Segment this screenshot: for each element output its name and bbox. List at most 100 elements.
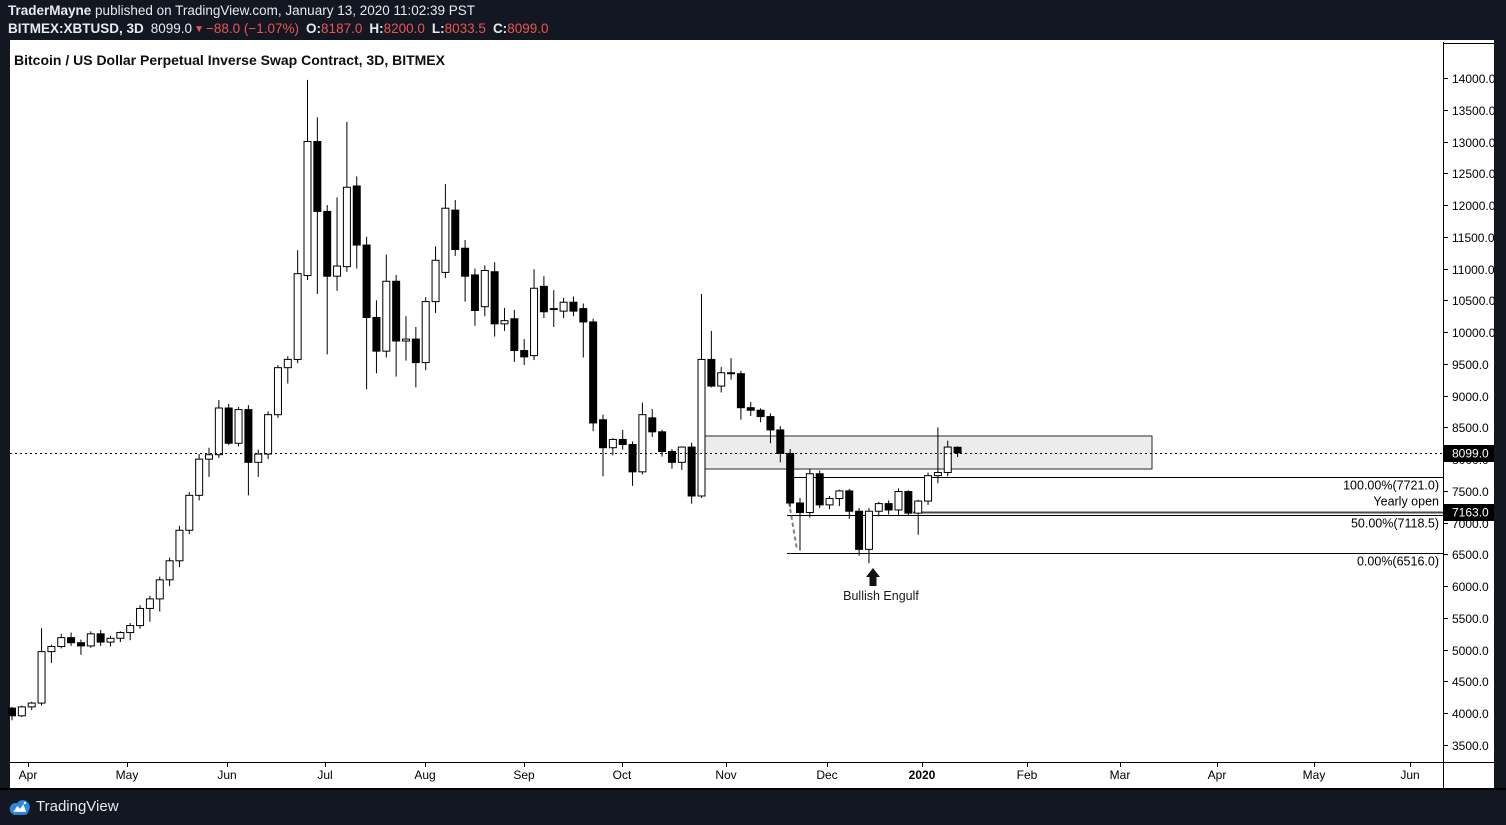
last-price: 8099.0 bbox=[150, 21, 193, 36]
candle-body bbox=[736, 373, 745, 409]
candle-body bbox=[313, 141, 322, 212]
candle-body bbox=[283, 358, 292, 369]
yearly-open-label: Yearly open bbox=[1373, 495, 1439, 509]
candle-body bbox=[224, 407, 233, 444]
candlestick-chart[interactable]: 100.00%(7721.0) Yearly open 50.00%(7118.5)… bbox=[0, 40, 1506, 790]
candle-body bbox=[599, 419, 607, 449]
price-tick-label: 6000.0 bbox=[1452, 580, 1489, 594]
candle-body bbox=[214, 407, 223, 456]
candle-body bbox=[628, 444, 637, 473]
candle-body bbox=[352, 185, 361, 246]
low-value: 8033.5 bbox=[444, 21, 486, 36]
price-tick-label: 5500.0 bbox=[1452, 612, 1489, 626]
price-tick-label: 5000.0 bbox=[1452, 644, 1489, 658]
current-price-badge bbox=[1444, 445, 1494, 462]
author-name: TraderMayne bbox=[8, 3, 92, 18]
arrow-up-icon[interactable] bbox=[866, 568, 880, 586]
candle-body bbox=[845, 490, 854, 512]
time-tick-label: Mar bbox=[1110, 768, 1131, 782]
candle-body bbox=[254, 453, 263, 463]
price-tick-label: 10500.0 bbox=[1452, 294, 1496, 308]
time-tick-label: Feb bbox=[1017, 768, 1038, 782]
open-value: 8187.0 bbox=[321, 21, 363, 36]
candle-body bbox=[687, 446, 696, 497]
candle-body bbox=[76, 642, 85, 647]
candle-body bbox=[264, 414, 273, 455]
candle-body bbox=[8, 707, 16, 717]
candle-body bbox=[520, 350, 529, 358]
candle-body bbox=[953, 446, 962, 454]
open-label: O: bbox=[306, 21, 322, 36]
fib-level-label: 50.00%(7118.5) bbox=[1351, 517, 1439, 531]
candle-body bbox=[904, 491, 913, 514]
candle-body bbox=[106, 637, 115, 643]
candle-body bbox=[333, 265, 342, 277]
candle-body bbox=[667, 451, 676, 463]
high-label: H: bbox=[369, 21, 384, 36]
candle-body bbox=[461, 247, 470, 277]
candle-body bbox=[756, 409, 765, 418]
candle-body bbox=[165, 560, 174, 581]
current-price-badge-label: 8099.0 bbox=[1452, 447, 1489, 461]
bullish-engulf-label: Bullish Engulf bbox=[843, 589, 919, 603]
tradingview-logo-icon[interactable] bbox=[8, 796, 31, 819]
candle-body bbox=[470, 274, 479, 311]
price-tick-label: 4000.0 bbox=[1452, 707, 1489, 721]
candle-body bbox=[796, 502, 804, 514]
time-tick-label: Jun bbox=[217, 768, 236, 782]
candle-body bbox=[618, 438, 627, 446]
candle-body bbox=[855, 510, 864, 550]
time-tick-label: Jun bbox=[1400, 768, 1419, 782]
close-value: 8099.0 bbox=[507, 21, 549, 36]
price-tick-label: 4500.0 bbox=[1452, 675, 1489, 689]
time-tick-label: Apr bbox=[1208, 768, 1227, 782]
candle-body bbox=[342, 186, 351, 268]
candle-body bbox=[776, 429, 785, 454]
close-label: C: bbox=[492, 21, 508, 36]
chart-panel-bg bbox=[10, 40, 1494, 788]
publish-meta: published on TradingView.com, January 13… bbox=[91, 3, 476, 18]
candle-body bbox=[402, 338, 410, 342]
low-label: L: bbox=[431, 21, 445, 36]
candle-body bbox=[175, 529, 184, 562]
symbol-status-line: BITMEX:XBTUSD, 3D 8099.0 ▼ −88.0 (−1.07%) O:… bbox=[8, 21, 548, 36]
fib-level-label: 0.00%(6516.0) bbox=[1357, 555, 1439, 569]
candle-body bbox=[608, 438, 617, 449]
candle-body bbox=[864, 510, 873, 550]
tradingview-footer: TradingView bbox=[0, 790, 1506, 825]
candle-body bbox=[293, 273, 302, 360]
candle-body bbox=[825, 498, 834, 506]
price-tick-label: 9000.0 bbox=[1452, 390, 1489, 404]
candle-body bbox=[638, 414, 647, 473]
candle-body bbox=[549, 308, 558, 311]
candle-body bbox=[421, 301, 430, 364]
candle-body bbox=[559, 301, 568, 312]
publish-header: TraderMayne published on TradingView.com… bbox=[0, 0, 1506, 40]
down-triangle-icon: ▼ bbox=[194, 24, 204, 35]
candle-body bbox=[480, 269, 489, 308]
candle-body bbox=[431, 259, 440, 303]
yearly-open-price-badge bbox=[1444, 504, 1494, 521]
symbol-label: BITMEX:XBTUSD, 3D bbox=[8, 21, 144, 36]
time-tick-label: 2020 bbox=[909, 768, 936, 782]
time-tick-label: Nov bbox=[715, 768, 736, 782]
candle-body bbox=[835, 490, 844, 500]
candle-body bbox=[717, 372, 726, 387]
time-tick-label: Aug bbox=[414, 768, 435, 782]
candle-body bbox=[914, 500, 923, 514]
price-tick-label: 3500.0 bbox=[1452, 739, 1489, 753]
candle-body bbox=[746, 407, 755, 411]
candle-body bbox=[451, 209, 460, 251]
candle-body bbox=[677, 446, 686, 463]
candle-body bbox=[362, 244, 371, 318]
candle-body bbox=[539, 285, 548, 313]
candle-body bbox=[589, 321, 598, 424]
time-tick-label: Sep bbox=[513, 768, 535, 782]
tradingview-brand-text[interactable]: TradingView bbox=[36, 798, 119, 815]
time-tick-label: May bbox=[1303, 768, 1326, 782]
fib-baseline-dashed bbox=[788, 501, 798, 551]
candle-body bbox=[47, 646, 56, 653]
chart-title: Bitcoin / US Dollar Perpetual Inverse Sw… bbox=[14, 52, 445, 68]
price-tick-label: 10000.0 bbox=[1452, 326, 1496, 340]
